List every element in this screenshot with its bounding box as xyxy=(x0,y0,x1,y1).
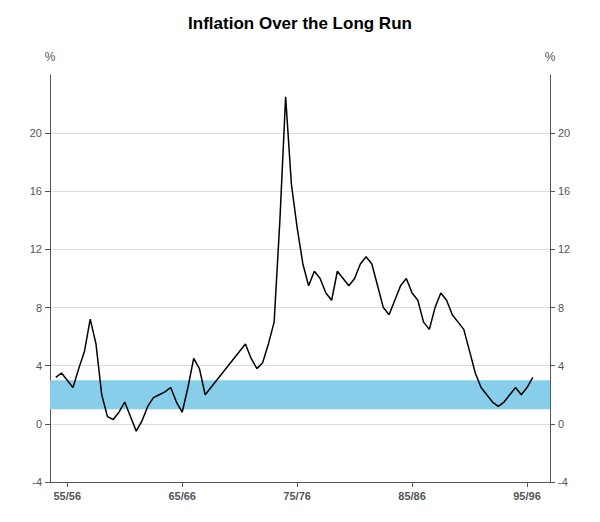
svg-text:65/66: 65/66 xyxy=(168,490,196,502)
svg-text:Inflation Over the Long Run: Inflation Over the Long Run xyxy=(188,14,412,33)
svg-text:95/96: 95/96 xyxy=(513,490,541,502)
svg-text:12: 12 xyxy=(30,243,42,255)
svg-text:12: 12 xyxy=(558,243,570,255)
svg-text:4: 4 xyxy=(558,360,564,372)
svg-text:55/56: 55/56 xyxy=(53,490,81,502)
svg-text:%: % xyxy=(545,50,556,64)
svg-text:0: 0 xyxy=(36,418,42,430)
svg-text:-4: -4 xyxy=(32,476,42,488)
svg-text:8: 8 xyxy=(558,302,564,314)
svg-text:85/86: 85/86 xyxy=(398,490,426,502)
svg-text:4: 4 xyxy=(36,360,42,372)
svg-text:-4: -4 xyxy=(558,476,568,488)
svg-text:16: 16 xyxy=(558,185,570,197)
svg-text:8: 8 xyxy=(36,302,42,314)
svg-text:16: 16 xyxy=(30,185,42,197)
svg-text:20: 20 xyxy=(30,127,42,139)
svg-text:%: % xyxy=(45,50,56,64)
svg-text:75/76: 75/76 xyxy=(283,490,311,502)
svg-text:0: 0 xyxy=(558,418,564,430)
svg-text:20: 20 xyxy=(558,127,570,139)
